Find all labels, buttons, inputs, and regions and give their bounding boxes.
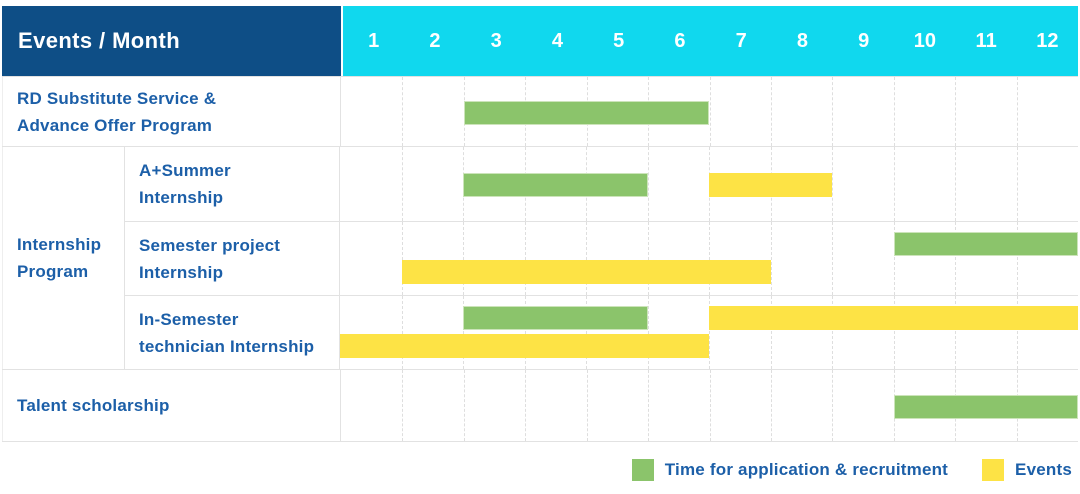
month-gridline (955, 147, 956, 221)
month-gridline (893, 77, 895, 146)
month-gridline (709, 222, 710, 295)
month-9: 9 (858, 29, 870, 52)
events-legend-swatch (982, 459, 1005, 481)
application-legend-swatch (631, 459, 654, 481)
month-6: 6 (674, 29, 686, 52)
events-month-header: Events / Month (2, 6, 341, 76)
timeline-talent-scholarship (341, 370, 1078, 441)
month-gridline (463, 222, 464, 295)
month-8: 8 (796, 29, 808, 52)
row-rd-substitute-service: RD Substitute Service & Advance Offer Pr… (2, 76, 1078, 146)
gantt-bar-application (893, 232, 1078, 256)
month-gridline (832, 370, 834, 441)
month-gridline (524, 222, 526, 295)
gantt-bar-application (463, 173, 648, 197)
header-row: Events / Month 1 2 3 4 5 6 7 8 9 10 11 1… (2, 6, 1078, 76)
month-gridline (586, 370, 588, 441)
application-legend-label: Time for application & recruitment (664, 460, 949, 479)
group-internship-program: Internship Program A+Summer Internship S… (2, 146, 1078, 369)
timeline-semester-project-internship (340, 222, 1078, 295)
row-label-in-semester-technician-internship: In-Semester technician Internship (125, 296, 340, 369)
month-gridline (401, 296, 403, 369)
month-2: 2 (429, 29, 441, 52)
month-gridline (1016, 77, 1018, 146)
month-header-strip: 1 2 3 4 5 6 7 8 9 10 11 12 (343, 6, 1078, 76)
gantt-bar-events (709, 173, 832, 197)
timeline-a-plus-summer-internship (340, 147, 1078, 221)
month-gridline (648, 370, 650, 441)
month-gridline (586, 222, 587, 295)
row-label-a-plus-summer-internship: A+Summer Internship (125, 147, 340, 221)
month-4: 4 (551, 29, 563, 52)
group-label-internship-program: Internship Program (2, 147, 125, 369)
month-gridline (402, 77, 404, 146)
month-gridline (770, 370, 772, 441)
month-gridline (770, 77, 772, 146)
month-gridline (893, 147, 895, 221)
month-3: 3 (490, 29, 502, 52)
timeline-rd-substitute-service (341, 77, 1078, 146)
month-gridline (832, 222, 833, 295)
row-in-semester-technician-internship: In-Semester technician Internship (125, 295, 1078, 369)
legend: Time for application & recruitment Event… (631, 459, 1072, 481)
gantt-chart: Events / Month 1 2 3 4 5 6 7 8 9 10 11 1… (2, 6, 1078, 442)
month-gridline (709, 77, 711, 146)
row-a-plus-summer-internship: A+Summer Internship (125, 147, 1078, 221)
row-label-rd-substitute-service: RD Substitute Service & Advance Offer Pr… (2, 77, 341, 146)
gantt-bar-application (893, 394, 1078, 419)
month-gridline (401, 147, 403, 221)
month-gridline (525, 370, 527, 441)
month-gridline (647, 222, 649, 295)
month-gridline (770, 222, 772, 295)
month-gridline (647, 147, 649, 221)
gantt-bar-application (463, 306, 648, 330)
row-semester-project-internship: Semester project Internship (125, 221, 1078, 295)
month-11: 11 (975, 29, 997, 52)
month-gridline (402, 370, 404, 441)
month-12: 12 (1036, 29, 1059, 52)
gantt-bar-events (401, 260, 771, 284)
month-gridline (647, 296, 649, 369)
month-10: 10 (913, 29, 936, 52)
month-gridline (463, 370, 465, 441)
gantt-bar-application (463, 100, 710, 125)
month-1: 1 (368, 29, 380, 52)
month-gridline (832, 147, 833, 221)
month-7: 7 (735, 29, 747, 52)
month-gridline (709, 370, 711, 441)
gantt-bar-events (340, 334, 709, 358)
month-gridline (832, 77, 834, 146)
gantt-bar-events (709, 306, 1078, 330)
events-legend-label: Events (1015, 460, 1072, 479)
timeline-in-semester-technician-internship (340, 296, 1078, 369)
month-gridline (1016, 147, 1018, 221)
month-gridline (401, 222, 403, 295)
row-label-talent-scholarship: Talent scholarship (2, 370, 341, 441)
row-talent-scholarship: Talent scholarship (2, 369, 1078, 441)
month-5: 5 (613, 29, 625, 52)
month-gridline (955, 77, 957, 146)
row-label-semester-project-internship: Semester project Internship (125, 222, 340, 295)
